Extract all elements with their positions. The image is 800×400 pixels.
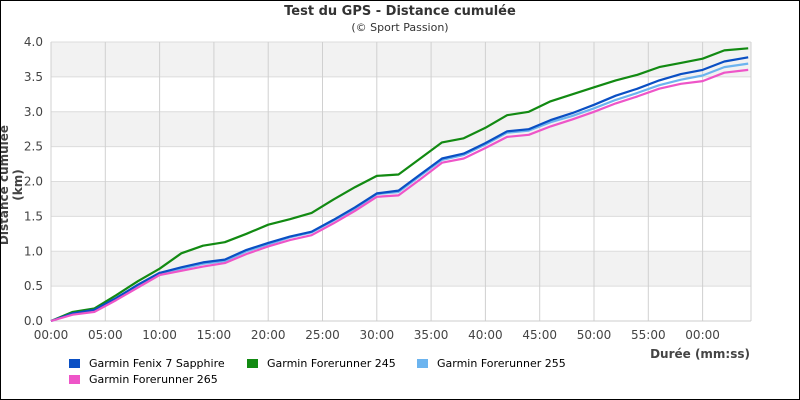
y-tick-label: 2.5 bbox=[24, 140, 43, 154]
legend-swatch-icon bbox=[417, 359, 428, 368]
legend-label: Garmin Forerunner 255 bbox=[437, 357, 566, 370]
y-tick-label: 1.5 bbox=[24, 209, 43, 223]
y-tick-label: 1.0 bbox=[24, 244, 43, 258]
legend-label: Garmin Forerunner 265 bbox=[89, 373, 218, 386]
legend-item-fr265[interactable]: Garmin Forerunner 265 bbox=[69, 373, 218, 386]
chart-subtitle: (© Sport Passion) bbox=[351, 21, 449, 34]
x-tick-label: 45:00 bbox=[522, 328, 557, 342]
x-tick-label: 30:00 bbox=[360, 328, 395, 342]
legend-item-fr245[interactable]: Garmin Forerunner 245 bbox=[247, 357, 396, 370]
legend-label: Garmin Fenix 7 Sapphire bbox=[89, 357, 225, 370]
y-tick-label: 2.0 bbox=[24, 175, 43, 189]
legend-swatch-icon bbox=[69, 359, 80, 368]
series-line-garmin-fenix-7-sapphire[interactable] bbox=[50, 56, 749, 323]
legend-swatch-icon bbox=[69, 375, 80, 384]
legend-swatch-icon bbox=[247, 359, 258, 368]
x-tick-label: 10:00 bbox=[142, 328, 177, 342]
y-axis-label: Distance cumulée (km) bbox=[0, 124, 25, 246]
legend-item-fr255[interactable]: Garmin Forerunner 255 bbox=[417, 357, 566, 370]
series-line-garmin-forerunner-265[interactable] bbox=[50, 68, 749, 323]
series-line-garmin-forerunner-245[interactable] bbox=[50, 47, 749, 323]
x-tick-label: 00:00 bbox=[685, 328, 720, 342]
x-tick-label: 40:00 bbox=[468, 328, 503, 342]
x-tick-label: 25:00 bbox=[305, 328, 340, 342]
x-tick-label: 20:00 bbox=[251, 328, 286, 342]
y-tick-label: 0.0 bbox=[24, 314, 43, 328]
x-tick-label: 00:00 bbox=[34, 328, 69, 342]
x-tick-label: 05:00 bbox=[88, 328, 123, 342]
legend-item-fenix7[interactable]: Garmin Fenix 7 Sapphire bbox=[69, 357, 225, 370]
x-tick-label: 35:00 bbox=[414, 328, 449, 342]
x-tick-label: 55:00 bbox=[631, 328, 666, 342]
y-tick-label: 4.0 bbox=[24, 35, 43, 49]
y-tick-label: 3.5 bbox=[24, 70, 43, 84]
x-axis-label: Durée (mm:ss) bbox=[650, 347, 750, 361]
x-tick-label: 15:00 bbox=[197, 328, 232, 342]
chart-title: Test du GPS - Distance cumulée bbox=[284, 4, 516, 19]
legend-label: Garmin Forerunner 245 bbox=[267, 357, 396, 370]
y-tick-label: 0.5 bbox=[24, 279, 43, 293]
x-tick-label: 50:00 bbox=[577, 328, 612, 342]
y-tick-label: 3.0 bbox=[24, 105, 43, 119]
